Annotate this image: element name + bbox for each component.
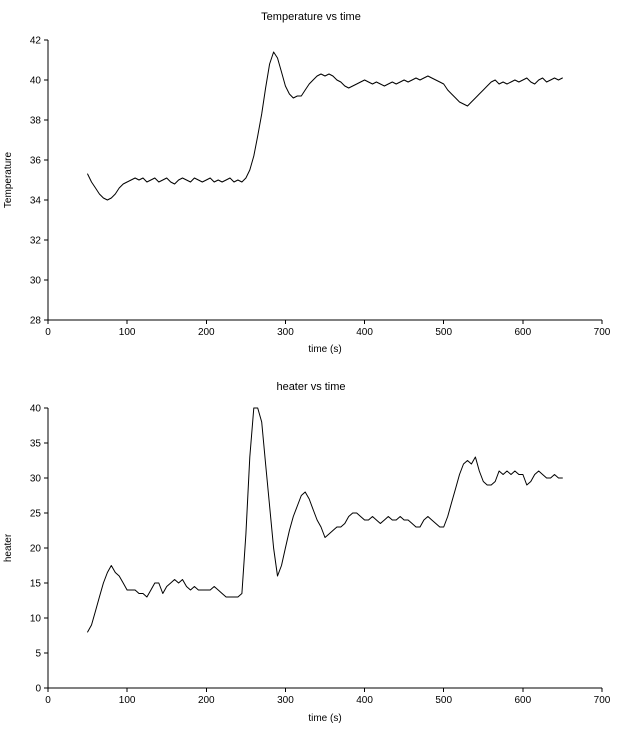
x-tick-label: 300	[277, 327, 294, 338]
y-tick-label: 40	[30, 76, 42, 87]
y-tick-label: 36	[30, 156, 42, 167]
series-line	[87, 51, 563, 201]
x-tick-label: 500	[435, 695, 452, 706]
heater-chart-title: heater vs time	[276, 381, 345, 393]
temperature-chart-title: Temperature vs time	[261, 11, 361, 23]
y-tick-label: 10	[30, 614, 42, 625]
y-tick-label: 15	[30, 579, 42, 590]
series-line	[87, 407, 563, 633]
x-tick-label: 200	[198, 327, 215, 338]
y-tick-label: 20	[30, 544, 42, 555]
x-tick-label: 0	[45, 327, 51, 338]
x-tick-label: 200	[198, 695, 215, 706]
y-tick-label: 5	[35, 649, 41, 660]
temperature-chart: Temperature vs time time (s) Temperature…	[3, 11, 611, 355]
x-tick-label: 0	[45, 695, 51, 706]
x-tick-label: 400	[356, 695, 373, 706]
x-tick-label: 700	[594, 695, 611, 706]
temperature-x-axis-label: time (s)	[308, 344, 341, 355]
y-tick-label: 0	[35, 684, 41, 695]
y-tick-label: 30	[30, 474, 42, 485]
heater-x-axis-label: time (s)	[308, 713, 341, 724]
x-tick-label: 500	[435, 327, 452, 338]
y-tick-label: 25	[30, 509, 42, 520]
heater-plot-area: 0 100 200 300 400 500 600 700 0 5 10 15 20 25 30 35 40	[30, 404, 611, 707]
heater-chart: heater vs time time (s) heater 0 100 200 30…	[3, 381, 611, 724]
x-tick-label: 600	[515, 327, 532, 338]
y-tick-label: 28	[30, 316, 42, 327]
x-tick-label: 600	[515, 695, 532, 706]
x-tick-label: 700	[594, 327, 611, 338]
x-tick-label: 100	[119, 327, 136, 338]
y-tick-label: 38	[30, 116, 42, 127]
x-tick-label: 100	[119, 695, 136, 706]
temperature-y-axis-label: Temperature	[3, 151, 14, 208]
y-tick-label: 34	[30, 196, 42, 207]
temperature-plot-area: 0 100 200 300 400 500 600 700 28 30 32 34 36 38 40 42	[30, 36, 611, 339]
y-tick-label: 32	[30, 236, 42, 247]
x-tick-label: 400	[356, 327, 373, 338]
y-tick-label: 40	[30, 404, 42, 415]
y-tick-label: 30	[30, 276, 42, 287]
heater-y-axis-label: heater	[3, 533, 14, 562]
y-tick-label: 42	[30, 36, 42, 47]
y-tick-label: 35	[30, 439, 42, 450]
x-tick-label: 300	[277, 695, 294, 706]
